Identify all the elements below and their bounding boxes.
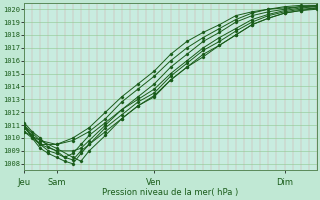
X-axis label: Pression niveau de la mer( hPa ): Pression niveau de la mer( hPa ) — [102, 188, 239, 197]
